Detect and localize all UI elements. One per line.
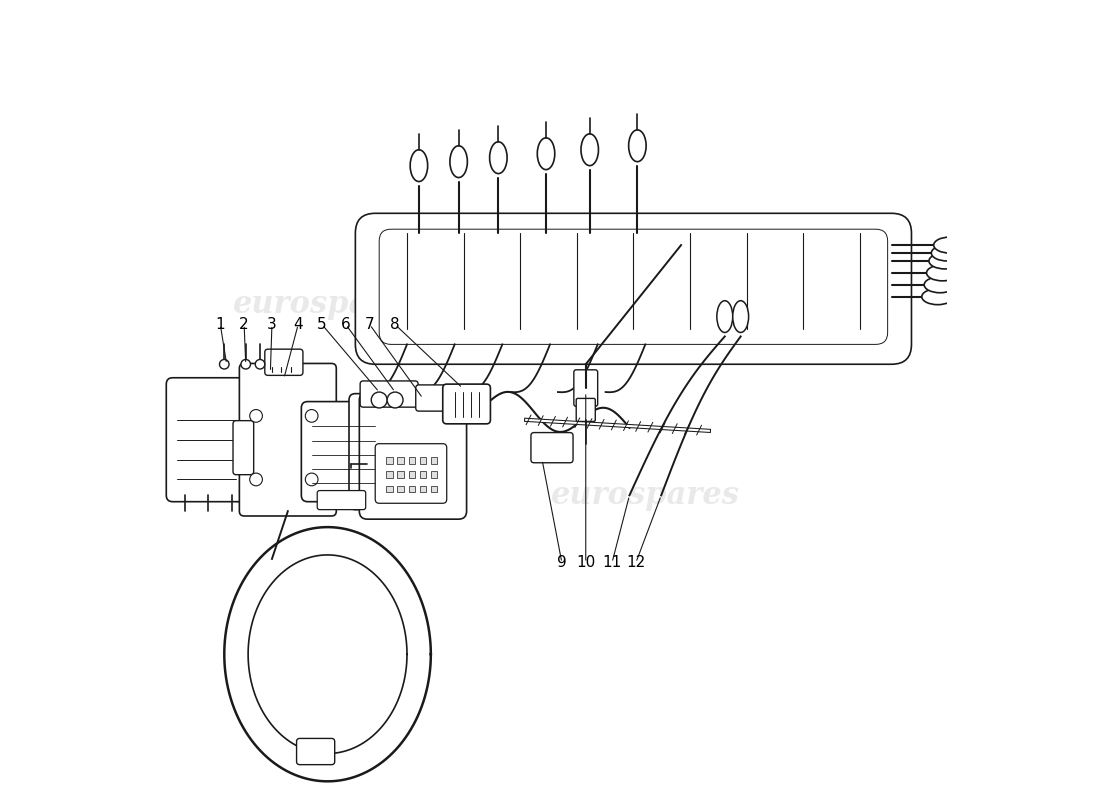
FancyBboxPatch shape bbox=[349, 394, 433, 510]
Text: 1: 1 bbox=[216, 317, 225, 332]
Bar bbox=[386, 471, 393, 478]
FancyBboxPatch shape bbox=[531, 433, 573, 462]
Ellipse shape bbox=[932, 245, 964, 261]
Bar bbox=[408, 471, 415, 478]
Text: 9: 9 bbox=[557, 555, 566, 570]
Circle shape bbox=[250, 473, 263, 486]
Circle shape bbox=[372, 392, 387, 408]
Circle shape bbox=[306, 410, 318, 422]
Circle shape bbox=[387, 392, 403, 408]
Bar bbox=[431, 471, 437, 478]
Bar bbox=[408, 486, 415, 492]
Text: eurospares: eurospares bbox=[535, 289, 724, 320]
FancyBboxPatch shape bbox=[265, 349, 302, 375]
FancyBboxPatch shape bbox=[233, 421, 254, 474]
Circle shape bbox=[241, 359, 251, 369]
Text: 11: 11 bbox=[603, 555, 622, 570]
FancyBboxPatch shape bbox=[301, 402, 386, 502]
Ellipse shape bbox=[733, 301, 749, 333]
FancyBboxPatch shape bbox=[416, 385, 454, 411]
FancyBboxPatch shape bbox=[576, 398, 595, 422]
Ellipse shape bbox=[926, 265, 958, 281]
Ellipse shape bbox=[922, 289, 954, 305]
FancyBboxPatch shape bbox=[574, 370, 597, 406]
Text: eurospares: eurospares bbox=[233, 480, 422, 511]
Text: eurospares: eurospares bbox=[233, 289, 422, 320]
FancyBboxPatch shape bbox=[442, 384, 491, 424]
Ellipse shape bbox=[581, 134, 598, 166]
Text: 5: 5 bbox=[317, 317, 327, 332]
FancyBboxPatch shape bbox=[355, 214, 912, 364]
Text: eurospares: eurospares bbox=[551, 480, 740, 511]
Bar bbox=[386, 457, 393, 463]
Circle shape bbox=[250, 410, 263, 422]
FancyBboxPatch shape bbox=[166, 378, 246, 502]
Ellipse shape bbox=[537, 138, 554, 170]
Bar bbox=[397, 471, 404, 478]
Bar bbox=[397, 486, 404, 492]
FancyBboxPatch shape bbox=[297, 738, 334, 765]
Text: 4: 4 bbox=[294, 317, 302, 332]
Bar bbox=[420, 471, 426, 478]
Bar bbox=[397, 457, 404, 463]
FancyBboxPatch shape bbox=[360, 392, 466, 519]
Text: 2: 2 bbox=[240, 317, 249, 332]
Bar bbox=[386, 486, 393, 492]
Ellipse shape bbox=[410, 150, 428, 182]
Text: 8: 8 bbox=[390, 317, 400, 332]
Bar bbox=[431, 486, 437, 492]
Text: 10: 10 bbox=[576, 555, 595, 570]
Bar bbox=[420, 457, 426, 463]
Ellipse shape bbox=[717, 301, 733, 333]
Ellipse shape bbox=[490, 142, 507, 174]
Ellipse shape bbox=[930, 253, 960, 269]
Ellipse shape bbox=[934, 237, 966, 253]
FancyBboxPatch shape bbox=[317, 490, 365, 510]
Circle shape bbox=[255, 359, 265, 369]
Circle shape bbox=[306, 473, 318, 486]
Ellipse shape bbox=[924, 277, 956, 293]
Text: 7: 7 bbox=[365, 317, 374, 332]
Bar bbox=[408, 457, 415, 463]
FancyBboxPatch shape bbox=[375, 444, 447, 503]
Ellipse shape bbox=[450, 146, 468, 178]
FancyBboxPatch shape bbox=[240, 363, 337, 516]
Text: 12: 12 bbox=[626, 555, 646, 570]
FancyBboxPatch shape bbox=[360, 381, 418, 407]
Circle shape bbox=[220, 359, 229, 369]
Ellipse shape bbox=[629, 130, 646, 162]
Text: 3: 3 bbox=[267, 317, 277, 332]
Bar bbox=[431, 457, 437, 463]
Bar bbox=[420, 486, 426, 492]
Text: 6: 6 bbox=[341, 317, 351, 332]
